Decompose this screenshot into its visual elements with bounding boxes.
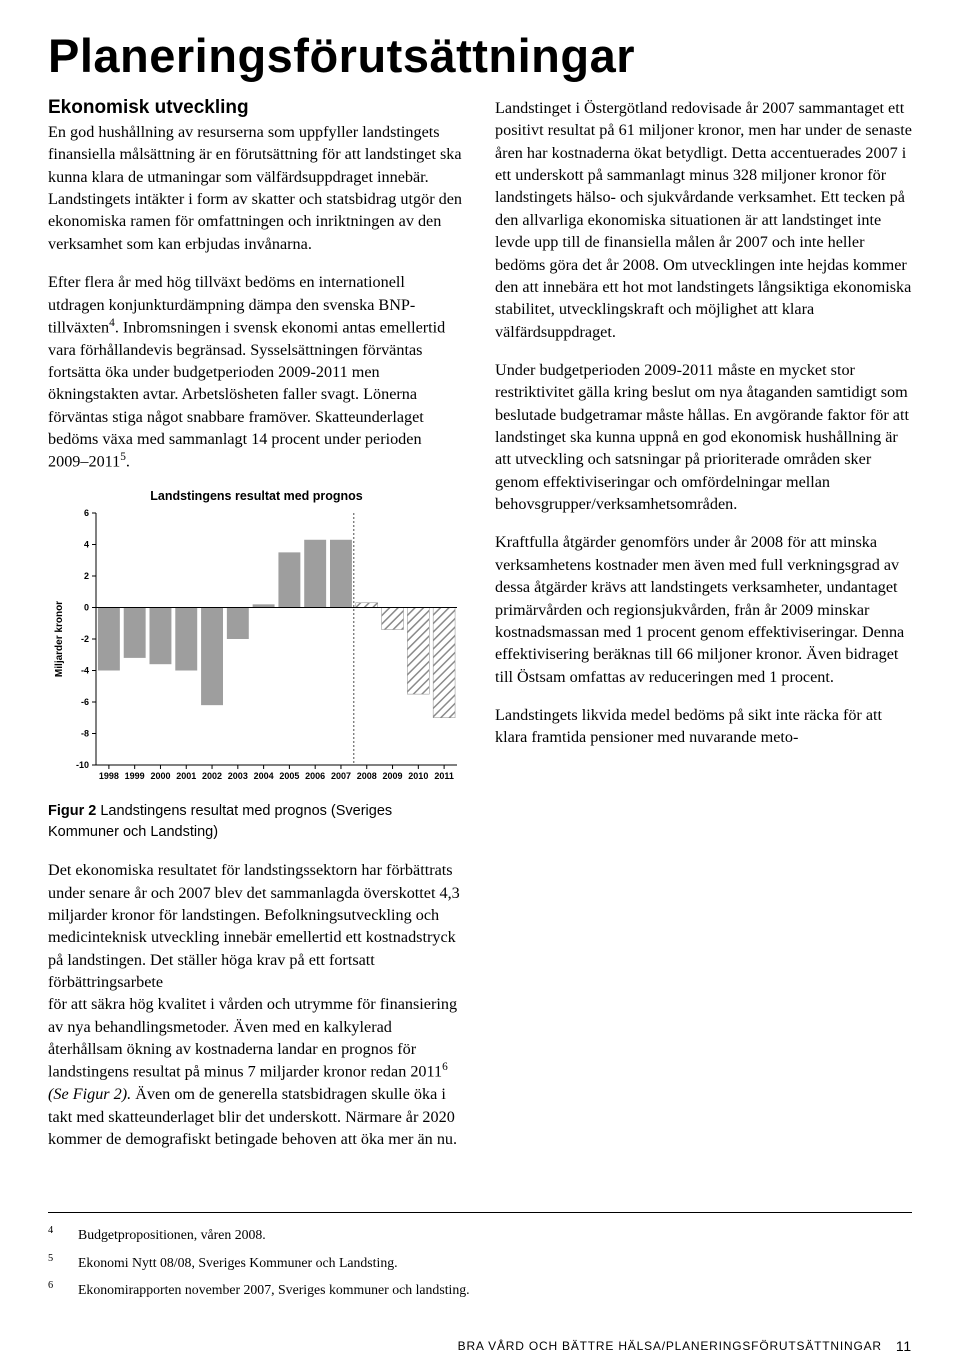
caption-text: Landstingens resultat med prognos (Sveri…: [48, 803, 392, 840]
page-title: Planeringsförutsättningar: [48, 28, 912, 83]
svg-text:1999: 1999: [125, 771, 145, 781]
footnote-row: 4 Budgetpropositionen, våren 2008.: [48, 1221, 912, 1249]
bar-chart: -10 -8 -6 -4 -2 0 2 4 6 Miljarder kronor 1998 1999 2…: [48, 507, 463, 787]
svg-text:-4: -4: [81, 666, 89, 676]
footnote-num: 6: [48, 1276, 58, 1304]
footnote-text: Budgetpropositionen, våren 2008.: [78, 1221, 266, 1249]
figure-caption: Figur 2 Landstingens resultat med progno…: [48, 801, 465, 843]
svg-text:6: 6: [84, 508, 89, 518]
footnote-num: 5: [48, 1249, 58, 1277]
para-4a: för att säkra hög kvalitet i vården och …: [48, 995, 457, 1080]
svg-text:4: 4: [84, 540, 89, 550]
footnote-num: 4: [48, 1221, 58, 1249]
footer-left: BRA VÅRD OCH BÄTTRE HÄLSA: [458, 1339, 662, 1353]
footnote-ref-6: 6: [442, 1061, 448, 1073]
chart-figure-2: Landstingens resultat med prognos -10-8-…: [48, 489, 465, 787]
svg-text:2000: 2000: [150, 771, 170, 781]
svg-text:2008: 2008: [357, 771, 377, 781]
page-number: 11: [896, 1338, 912, 1354]
svg-text:2007: 2007: [331, 771, 351, 781]
footnote-row: 6 Ekonomirapporten november 2007, Sverige…: [48, 1276, 912, 1304]
svg-text:2003: 2003: [228, 771, 248, 781]
svg-text:2005: 2005: [279, 771, 299, 781]
para-3: Det ekonomiska resultatet för landstings…: [48, 859, 465, 993]
para-4b: (Se Figur 2).: [48, 1085, 131, 1103]
svg-text:2001: 2001: [176, 771, 196, 781]
svg-text:2002: 2002: [202, 771, 222, 781]
page-footer: BRA VÅRD OCH BÄTTRE HÄLSA / PLANERINGSFÖ…: [0, 1330, 960, 1362]
svg-text:2010: 2010: [408, 771, 428, 781]
footnote-text: Ekonomirapporten november 2007, Sveriges…: [78, 1276, 470, 1304]
svg-text:-10: -10: [76, 760, 89, 770]
para-5: Landstinget i Östergötland redovisade år…: [495, 97, 912, 343]
para-6: Under budgetperioden 2009-2011 måste en …: [495, 359, 912, 516]
svg-text:2: 2: [84, 571, 89, 581]
svg-text:Miljarder kronor: Miljarder kronor: [54, 601, 65, 677]
svg-text:2009: 2009: [383, 771, 403, 781]
para-4: för att säkra hög kvalitet i vården och …: [48, 993, 465, 1150]
svg-text:-6: -6: [81, 697, 89, 707]
para-2: Efter flera år med hög tillväxt bedöms e…: [48, 271, 465, 473]
svg-text:1998: 1998: [99, 771, 119, 781]
svg-text:0: 0: [84, 603, 89, 613]
para-1: En god hushållning av resurserna som upp…: [48, 121, 465, 255]
svg-text:2011: 2011: [434, 771, 454, 781]
footnote-text: Ekonomi Nytt 08/08, Sveriges Kommuner oc…: [78, 1249, 398, 1277]
svg-text:-2: -2: [81, 634, 89, 644]
para-2c: .: [126, 453, 130, 471]
footnote-row: 5 Ekonomi Nytt 08/08, Sveriges Kommuner o…: [48, 1249, 912, 1277]
chart-title: Landstingens resultat med prognos: [48, 489, 465, 503]
footnotes: 4 Budgetpropositionen, våren 2008. 5 Ekono…: [48, 1212, 912, 1304]
caption-label: Figur 2: [48, 803, 96, 819]
svg-text:2004: 2004: [254, 771, 274, 781]
footer-right: PLANERINGSFÖRUTSÄTTNINGAR: [666, 1339, 882, 1353]
svg-text:-8: -8: [81, 729, 89, 739]
svg-text:2006: 2006: [305, 771, 325, 781]
para-7: Kraftfulla åtgärder genomförs under år 2…: [495, 531, 912, 688]
para-2b: . Inbromsningen i svensk ekonomi antas e…: [48, 318, 445, 471]
para-8: Landstingets likvida medel bedöms på sik…: [495, 704, 912, 749]
section-heading: Ekonomisk utveckling: [48, 97, 465, 119]
body-columns: Ekonomisk utveckling En god hushållning …: [48, 97, 912, 1157]
